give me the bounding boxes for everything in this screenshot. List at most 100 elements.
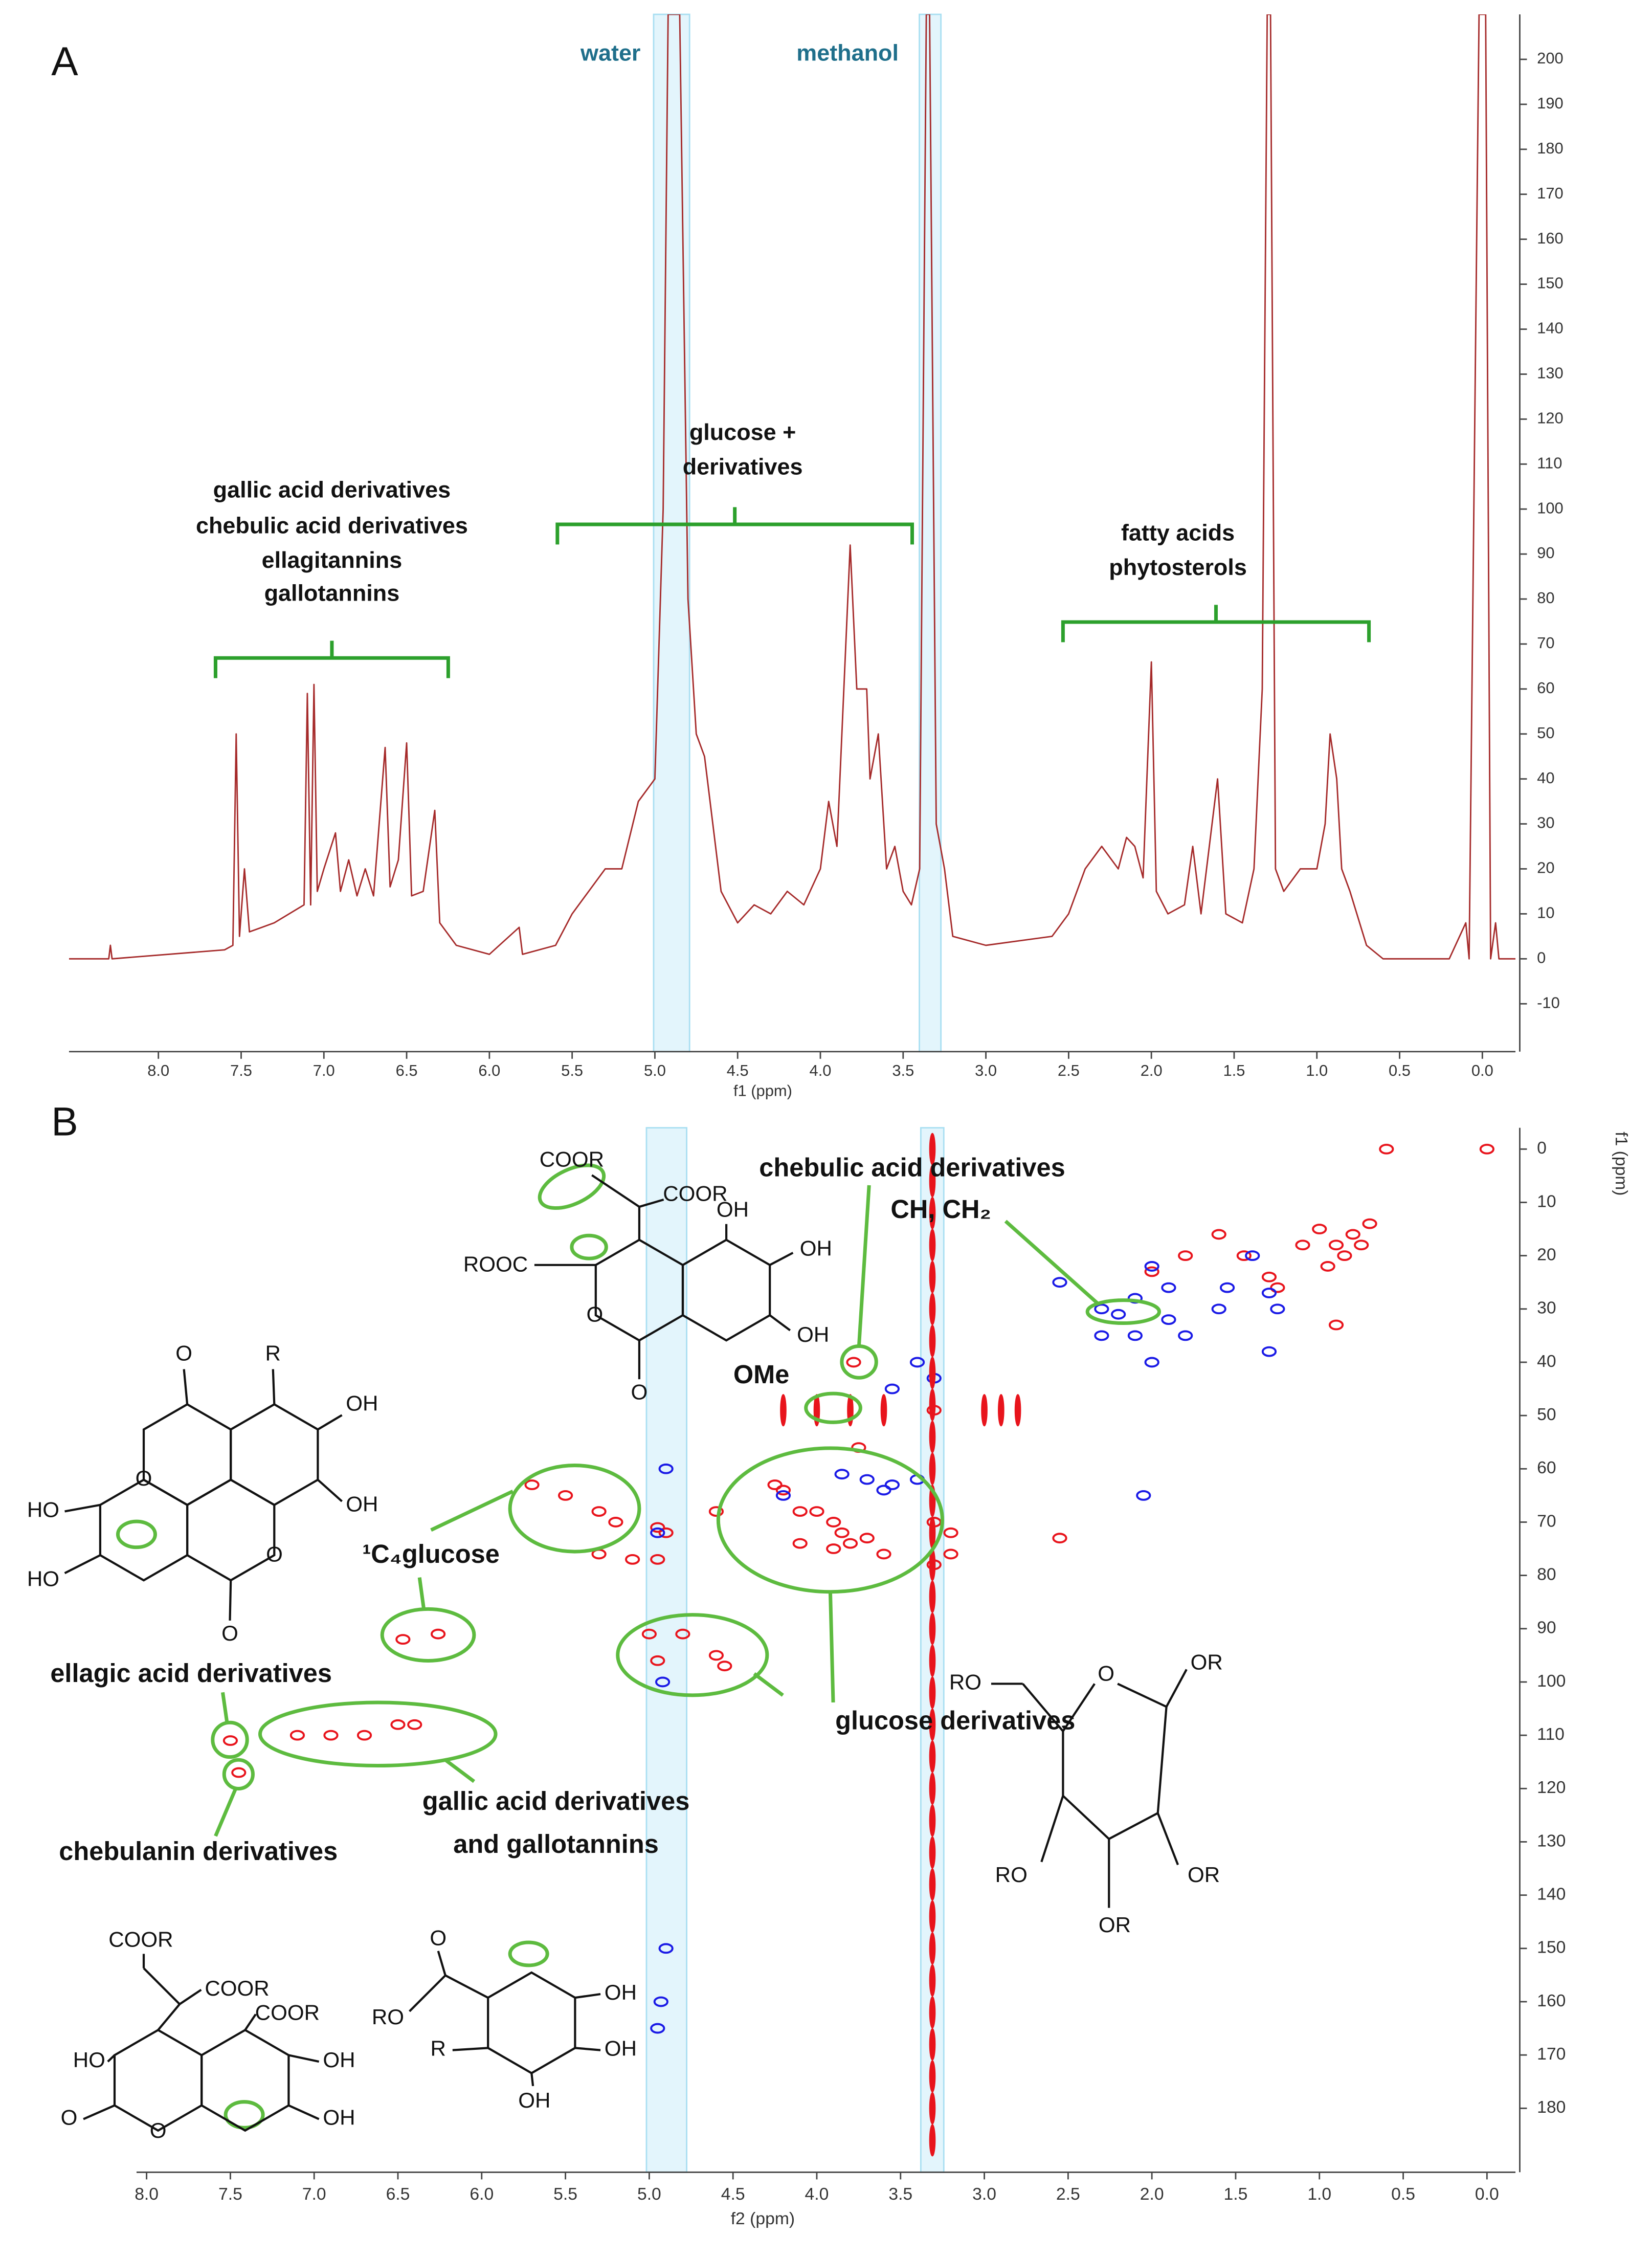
- cross-peak: [1127, 1293, 1143, 1304]
- bond: [244, 2013, 257, 2031]
- highlight-ellipse: [570, 1233, 608, 1260]
- y-tick-label: 110: [1537, 1724, 1565, 1744]
- bond: [409, 1975, 447, 2012]
- cross-peak: [1144, 1261, 1159, 1272]
- spectrum-clip: [69, 14, 1516, 960]
- bond: [1022, 1683, 1064, 1732]
- x-tick-label: 3.5: [892, 1061, 914, 1079]
- cross-peak: [1362, 1218, 1377, 1229]
- noise-streak: [929, 1676, 936, 1709]
- x-tick-label: 3.0: [972, 2184, 996, 2204]
- cross-peak: [407, 1719, 422, 1730]
- atom-label: COOR: [540, 1147, 604, 1171]
- y-tick-label: 180: [1537, 2097, 1566, 2117]
- y-tick-label: 30: [1537, 1298, 1556, 1318]
- x-tick-label: 2.5: [1058, 1061, 1080, 1079]
- y-tick-label: 130: [1537, 1831, 1566, 1850]
- y-tick-label: 110: [1537, 454, 1562, 472]
- solvent-label: water: [580, 40, 640, 66]
- cross-peak: [650, 1527, 665, 1538]
- bond: [1156, 1707, 1168, 1813]
- atom-label: O: [221, 1621, 238, 1645]
- y-tick-label: 70: [1537, 1511, 1556, 1531]
- cross-peak: [591, 1506, 607, 1517]
- atom-label: OR: [1191, 1650, 1223, 1674]
- cross-peak: [1328, 1319, 1344, 1331]
- noise-streak: [929, 1357, 936, 1389]
- cross-peak: [1178, 1330, 1193, 1341]
- annotation: derivatives: [683, 453, 803, 479]
- cross-peak: [1136, 1490, 1151, 1501]
- bond: [1108, 1812, 1158, 1840]
- leader-line: [417, 1577, 426, 1609]
- atom-label: HO: [27, 1566, 59, 1590]
- noise-streak: [929, 1868, 936, 1901]
- highlight-ellipse: [380, 1607, 476, 1663]
- noise-streak: [929, 1708, 936, 1741]
- atom-label: O: [150, 2118, 167, 2142]
- highlight-ellipse: [508, 1940, 549, 1967]
- atom-label: O: [1098, 1662, 1114, 1686]
- annotation: ellagitannins: [262, 547, 403, 573]
- cross-peak: [809, 1506, 824, 1517]
- atom-label: O: [586, 1302, 603, 1326]
- cross-peak: [909, 1357, 925, 1368]
- cross-peak: [390, 1719, 406, 1730]
- y-tick-label: 140: [1537, 1885, 1566, 1904]
- noise-streak: [929, 1612, 936, 1645]
- noise-streak: [929, 1165, 936, 1198]
- x-tick-label: 4.5: [727, 1061, 749, 1079]
- x-tick-label: 2.0: [1140, 2184, 1164, 2204]
- cross-peak: [395, 1634, 411, 1645]
- bond: [229, 1580, 232, 1621]
- x-tick-label: 5.0: [644, 1061, 666, 1079]
- cross-peak: [231, 1767, 247, 1778]
- cross-peak: [289, 1730, 305, 1741]
- cross-peak: [1312, 1224, 1327, 1234]
- x-tick-label: 5.5: [553, 2184, 577, 2204]
- cross-peak: [943, 1548, 958, 1560]
- y-tick-label: 60: [1537, 1458, 1556, 1477]
- noise-streak: [929, 1932, 936, 1965]
- cross-peak: [1211, 1303, 1226, 1315]
- annotation: gallotannins: [264, 580, 400, 606]
- cross-peak: [767, 1479, 783, 1490]
- bond: [157, 2003, 181, 2031]
- x-tick-label: 7.0: [313, 1061, 335, 1079]
- cross-peak: [650, 1655, 665, 1666]
- noise-streak: [929, 1229, 936, 1262]
- bond: [143, 1967, 181, 2005]
- cross-peak: [675, 1628, 690, 1640]
- cross-peak: [1479, 1143, 1494, 1155]
- annotation: CH, CH₂: [890, 1194, 991, 1224]
- bond: [1117, 1683, 1167, 1708]
- x-tick-label: 5.0: [637, 2184, 661, 2204]
- cross-peak: [1236, 1250, 1252, 1261]
- x-tick-label: 4.5: [721, 2184, 745, 2204]
- cross-peak: [826, 1543, 841, 1554]
- bond: [288, 2104, 320, 2120]
- annotation: and gallotannins: [453, 1829, 659, 1858]
- atom-label: O: [631, 1380, 648, 1404]
- cross-peak: [431, 1628, 446, 1640]
- atom-label: COOR: [108, 1927, 173, 1951]
- y-tick-label: 160: [1537, 229, 1564, 247]
- cross-peak: [1161, 1314, 1176, 1325]
- cross-peak: [717, 1661, 732, 1672]
- cross-peak: [846, 1357, 861, 1368]
- cross-peak: [658, 1943, 674, 1954]
- x-tick-label: 7.5: [230, 1061, 252, 1079]
- bond: [317, 1479, 343, 1502]
- noise-streak: [929, 1644, 936, 1677]
- noise-streak: [929, 2124, 936, 2157]
- x-tick-label: 4.0: [810, 1061, 832, 1079]
- annotation: chebulic acid derivatives: [196, 513, 468, 539]
- cross-peak: [655, 1676, 671, 1688]
- atom-label: R: [265, 1341, 281, 1365]
- bond: [64, 1554, 101, 1575]
- atom-label: OH: [323, 2106, 355, 2130]
- atom-label: O: [175, 1341, 192, 1365]
- atom-label: OH: [346, 1391, 378, 1415]
